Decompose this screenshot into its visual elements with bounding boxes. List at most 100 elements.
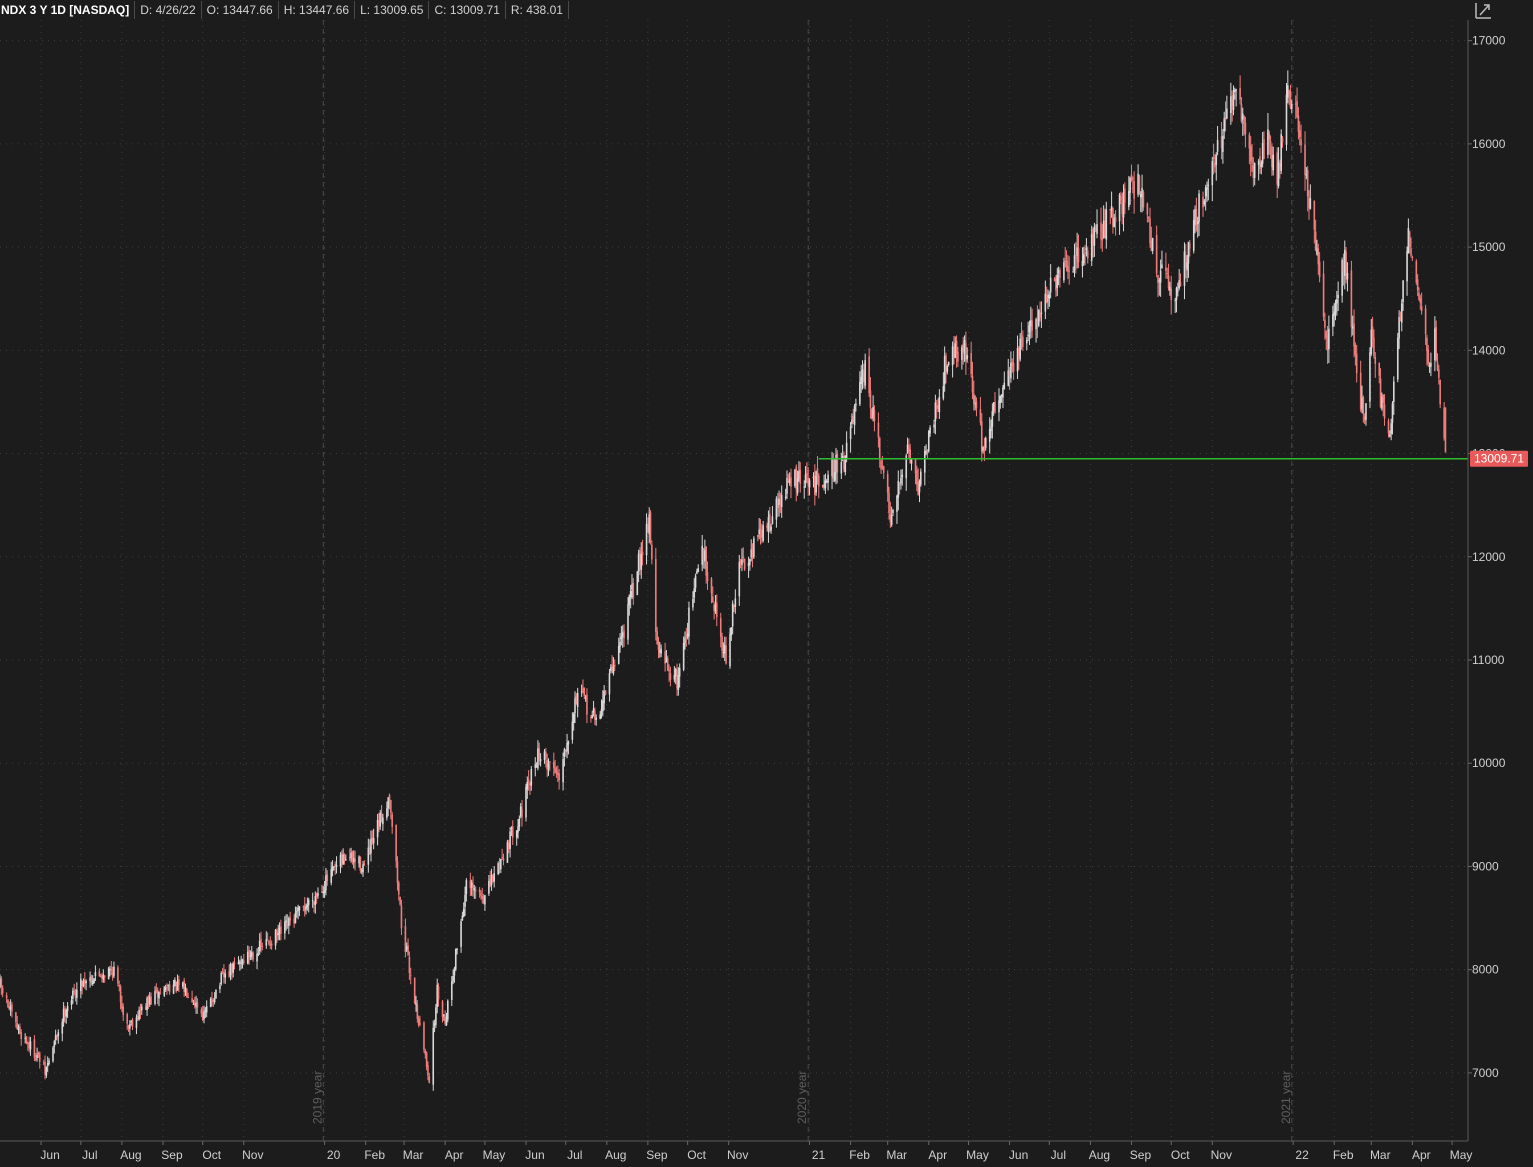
candle-body: [417, 1018, 420, 1026]
candle: [1341, 257, 1343, 303]
candle-body: [688, 607, 690, 637]
candle: [933, 419, 935, 434]
candle: [29, 1036, 32, 1056]
candle: [864, 353, 866, 390]
candle: [215, 989, 217, 999]
candle: [1149, 207, 1151, 248]
candle-body: [1036, 318, 1039, 324]
candle-body: [868, 356, 870, 394]
candle-body: [240, 962, 242, 964]
candle: [1020, 322, 1023, 350]
time-axis[interactable]: Jun Jul Aug Sep Oct Nov 20 Feb Mar Apr May Jun Jul Au…: [40, 1141, 1472, 1162]
candle-body: [268, 940, 270, 944]
candle: [1220, 121, 1223, 160]
candle: [631, 574, 633, 600]
candle-body: [306, 904, 309, 908]
price-axis[interactable]: 7000800090001000011000120001300014000150…: [1468, 34, 1506, 1080]
candle: [1298, 121, 1301, 146]
candle: [224, 969, 227, 984]
candle: [1363, 413, 1366, 425]
candle-body: [321, 891, 323, 893]
candle: [1333, 303, 1335, 327]
candle-body: [409, 975, 412, 977]
candle: [547, 758, 550, 776]
candle-body: [925, 451, 927, 453]
candle: [1206, 181, 1208, 202]
candle: [521, 799, 523, 827]
candle: [445, 1012, 448, 1026]
fit-to-screen-icon[interactable]: [1472, 0, 1494, 20]
candle-body: [742, 556, 745, 558]
candle: [1251, 144, 1253, 172]
candle: [343, 853, 346, 865]
candle: [313, 901, 315, 913]
time-tick-label: Feb: [849, 1148, 870, 1162]
candle: [1272, 146, 1275, 176]
candle: [500, 858, 502, 874]
candle-body: [302, 906, 305, 908]
candle: [886, 470, 889, 502]
candle: [1268, 130, 1271, 155]
candle: [371, 830, 374, 845]
candle: [1398, 310, 1400, 350]
candle-body: [1426, 337, 1428, 352]
candle-body: [425, 1052, 428, 1067]
candle-body: [1369, 352, 1371, 402]
candle: [990, 419, 992, 439]
candle-body: [590, 717, 592, 719]
candle-body: [25, 1036, 28, 1044]
candle-body: [771, 516, 774, 525]
candle: [183, 977, 185, 997]
candle-body: [280, 926, 282, 935]
candle-body: [277, 933, 280, 935]
candle-body: [682, 642, 685, 670]
candle: [342, 848, 344, 865]
candle-body: [1142, 191, 1145, 208]
candle-body: [582, 688, 584, 691]
candle-body: [376, 819, 379, 838]
candle-body: [889, 514, 892, 523]
candle-body: [1169, 286, 1171, 291]
candle: [1288, 89, 1290, 105]
last-price-badge: 13009.71: [1470, 450, 1528, 467]
candle-body: [623, 630, 625, 639]
candle-body: [1391, 403, 1394, 423]
candle-body: [664, 651, 666, 664]
candle-body: [1334, 303, 1337, 313]
candle-body: [1381, 396, 1383, 409]
candle: [201, 1006, 204, 1022]
candle-body: [150, 996, 152, 1005]
candle-body: [62, 1009, 65, 1022]
candle-body: [42, 1062, 45, 1064]
candle: [1120, 191, 1122, 205]
candle: [629, 584, 632, 609]
high-value: H: 13447.66: [279, 1, 356, 19]
candle-body: [1387, 420, 1390, 434]
time-tick-label: Mar: [886, 1148, 907, 1162]
candle: [734, 589, 737, 614]
candle-body: [1434, 328, 1436, 361]
candle: [641, 539, 644, 566]
candles: [0, 70, 1447, 1091]
candle: [574, 691, 576, 724]
candle-body: [396, 861, 399, 883]
candle-body: [669, 673, 672, 680]
symbol-label[interactable]: NDX 3 Y 1D [NASDAQ]: [0, 1, 136, 19]
candle: [1161, 250, 1163, 269]
candle: [387, 797, 389, 817]
candle-body: [224, 973, 227, 978]
candle-body: [1382, 395, 1385, 403]
candle-body: [1212, 157, 1215, 159]
candle: [102, 969, 105, 983]
candle: [314, 891, 317, 914]
candle-body: [435, 1007, 437, 1025]
candle: [211, 991, 213, 1007]
candle-body: [1223, 118, 1226, 132]
candle-body: [372, 838, 375, 844]
candle-body: [404, 926, 407, 952]
candle: [1411, 255, 1414, 261]
candle: [212, 997, 215, 1007]
candle: [900, 469, 902, 490]
candle-body: [295, 911, 298, 913]
